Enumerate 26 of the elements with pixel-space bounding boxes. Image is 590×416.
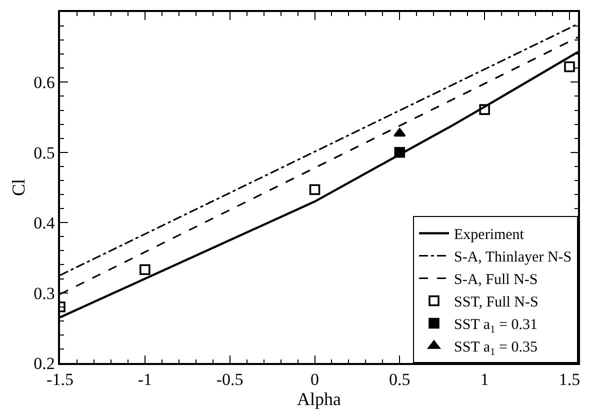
point bbox=[140, 264, 150, 276]
legend-label: S-A, Full N-S bbox=[454, 272, 538, 288]
point bbox=[394, 147, 406, 158]
y-tick-label: 0.3 bbox=[34, 284, 55, 303]
x-tick-label: 1.5 bbox=[558, 370, 580, 390]
x-tick-label: -1 bbox=[138, 370, 152, 390]
x-tick-label: 1 bbox=[480, 370, 489, 390]
point bbox=[564, 61, 575, 72]
legend-label: SST a$_{1}$ = 0.31 bbox=[454, 317, 538, 336]
point bbox=[479, 104, 490, 115]
point bbox=[309, 184, 320, 196]
x-tick-label: -0.5 bbox=[216, 370, 244, 390]
x-tick-label: 0 bbox=[310, 370, 319, 390]
y-tick-label: 0.6 bbox=[34, 73, 55, 92]
x-tick-label: -1.5 bbox=[46, 370, 74, 390]
x-axis-title: Alpha bbox=[297, 389, 341, 410]
y-tick-label: 0.5 bbox=[34, 143, 55, 162]
legend-label: SST, Full N-S bbox=[454, 294, 538, 311]
y-tick-label: 0.2 bbox=[34, 354, 55, 373]
x-tick-label: 0.5 bbox=[389, 370, 410, 390]
point bbox=[394, 128, 406, 137]
legend-label: Experiment bbox=[454, 227, 525, 244]
y-tick-label: 0.4 bbox=[34, 214, 56, 233]
y-axis-title: Cl bbox=[8, 178, 28, 196]
legend-label: S-A, Thinlayer N-S bbox=[454, 250, 572, 266]
legend-label: SST a$_{1}$ = 0.35 bbox=[454, 340, 538, 358]
